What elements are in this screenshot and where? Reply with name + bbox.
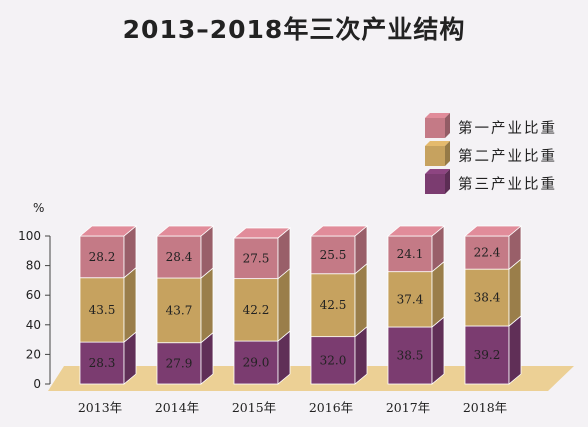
data-label: 38.5 [397,349,424,363]
legend-label: 第三产业比重 [458,175,557,193]
data-label: 28.2 [89,250,116,264]
data-label: 43.7 [166,303,193,317]
bar-segment-front [387,326,433,385]
legend-swatch [425,118,445,138]
legend-swatch-side [445,141,450,166]
data-label: 38.4 [474,291,501,305]
bar-segment-front [464,235,510,270]
x-category-label: 2015年 [232,400,276,415]
bar-segment-front [310,336,356,385]
x-category-label: 2018年 [463,400,507,415]
bar-segment-side [431,260,445,328]
bar-segment-side [508,315,522,385]
bar-top [463,225,523,237]
y-axis-unit: % [33,201,44,215]
legend-swatch [425,146,445,166]
legend-swatch-top [425,113,450,118]
x-category-label: 2017年 [386,400,430,415]
bar-top [386,225,446,237]
bar-segment-front [387,235,433,273]
data-label: 28.3 [89,356,116,370]
bar-segment-front [464,325,510,385]
bar-segment-side [508,258,522,327]
data-label: 37.4 [397,292,424,306]
data-label: 27.9 [166,356,193,370]
x-category-label: 2013年 [78,400,122,415]
x-category-label: 2014年 [155,400,199,415]
data-label: 42.5 [320,298,347,312]
data-label: 27.5 [243,251,270,265]
bar-segment-front [79,341,125,385]
data-label: 32.0 [320,353,347,367]
data-label: 28.4 [166,250,193,264]
bar-segment-side [354,262,368,338]
data-label: 24.1 [397,247,424,261]
bar-segment-side [200,267,214,344]
x-category-label: 2016年 [309,400,353,415]
data-label: 39.2 [474,348,501,362]
legend-label: 第一产业比重 [458,119,557,137]
bar-segment-front [79,235,125,279]
bar-segment-side [123,266,137,343]
data-label: 25.5 [320,248,347,262]
y-tick-label: 60 [26,288,41,302]
legend-swatch-side [445,169,450,194]
y-tick-label: 20 [26,347,41,361]
bar-segment-front [464,268,510,327]
y-tick-label: 100 [18,229,41,243]
legend-swatch-top [425,141,450,146]
bar-segment-front [387,271,433,328]
legend-label: 第二产业比重 [458,147,557,165]
bar-segment-front [310,235,356,275]
y-tick-label: 0 [33,377,41,391]
bar-segment-front [233,237,279,280]
bar-segment-side [431,316,445,385]
bar-segment-front [79,277,125,343]
legend-swatch [425,174,445,194]
bar-segment-side [277,267,291,342]
data-label: 42.2 [243,303,270,317]
bar-top [78,225,138,237]
chart-title: 2013–2018年三次产业结构 [122,15,466,44]
bar-segment-front [310,273,356,338]
bar-segment-front [156,277,202,344]
legend-swatch-top [425,169,450,174]
y-tick-label: 80 [26,259,41,273]
data-label: 43.5 [89,303,116,317]
y-tick-label: 40 [26,318,41,332]
data-label: 22.4 [474,246,501,260]
bar-top [155,225,215,237]
bar-top [309,225,369,237]
bar-top [232,227,292,239]
data-label: 29.0 [243,356,270,370]
legend-swatch-side [445,113,450,138]
